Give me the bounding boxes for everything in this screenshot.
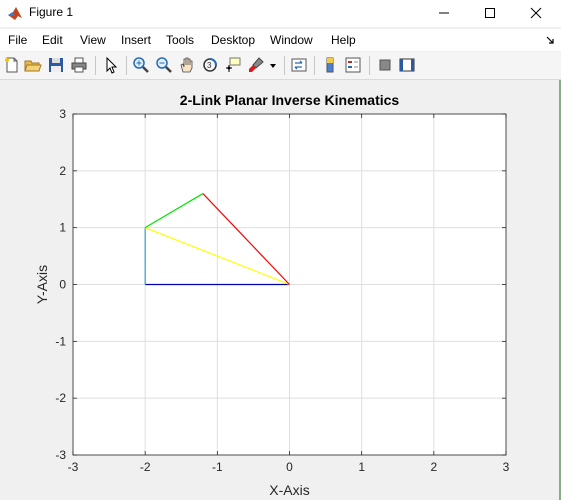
figure-toolbar: 3 bbox=[0, 52, 561, 80]
link-line-3 bbox=[144, 193, 204, 229]
toolbar-separator bbox=[95, 56, 96, 75]
menu-help[interactable]: Help bbox=[331, 33, 356, 47]
y-tick-label: -3 bbox=[55, 448, 66, 462]
window-edge bbox=[559, 80, 561, 500]
new-figure-icon[interactable] bbox=[3, 56, 21, 74]
menu-insert[interactable]: Insert bbox=[121, 33, 152, 47]
rotate-icon[interactable]: 3 bbox=[201, 56, 219, 74]
svg-text:3: 3 bbox=[207, 61, 212, 70]
pan-icon[interactable] bbox=[178, 56, 196, 74]
plot-canvas[interactable]: -3 -2 -1 0 1 2 3 -3 -2 -1 0 1 2 3 2-Link Planar Inver… bbox=[0, 80, 561, 500]
y-tick-label: 1 bbox=[59, 221, 66, 235]
y-tick-label: 2 bbox=[59, 164, 66, 178]
menu-desktop[interactable]: Desktop bbox=[211, 33, 256, 47]
legend-icon[interactable] bbox=[344, 56, 362, 74]
x-tick-label: 0 bbox=[286, 460, 293, 474]
y-tick-label: -1 bbox=[55, 334, 66, 348]
hide-plot-tools-icon[interactable] bbox=[376, 56, 394, 74]
minimize-button[interactable] bbox=[421, 0, 467, 27]
maximize-button[interactable] bbox=[467, 0, 513, 27]
x-tick-label: -3 bbox=[68, 460, 79, 474]
y-tick-label: 0 bbox=[59, 278, 66, 292]
menu-edit[interactable]: Edit bbox=[42, 33, 63, 47]
close-button[interactable] bbox=[513, 0, 559, 27]
link-line-4 bbox=[202, 193, 290, 285]
menu-view[interactable]: View bbox=[80, 33, 106, 47]
tick-labels: -3 -2 -1 0 1 2 3 -3 -2 -1 0 1 2 3 bbox=[55, 107, 509, 474]
link-line-2 bbox=[144, 227, 290, 286]
data-lines bbox=[144, 193, 290, 286]
window-title: Figure 1 bbox=[29, 5, 74, 19]
menu-file[interactable]: File bbox=[8, 33, 28, 47]
open-icon[interactable] bbox=[24, 56, 42, 74]
close-icon bbox=[530, 7, 542, 19]
brush-dropdown-icon[interactable] bbox=[268, 56, 278, 74]
print-icon[interactable] bbox=[70, 56, 88, 74]
data-cursor-icon[interactable] bbox=[224, 56, 242, 74]
y-tick-label: -2 bbox=[55, 391, 66, 405]
chart-title: 2-Link Planar Inverse Kinematics bbox=[180, 92, 400, 108]
toolbar-separator bbox=[126, 56, 127, 75]
link-plot-icon[interactable] bbox=[290, 56, 308, 74]
x-tick-label: 1 bbox=[358, 460, 365, 474]
toolbar-separator bbox=[369, 56, 370, 75]
menu-tools[interactable]: Tools bbox=[166, 33, 195, 47]
show-plot-tools-icon[interactable] bbox=[398, 56, 416, 74]
x-tick-label: 3 bbox=[503, 460, 510, 474]
menu-window[interactable]: Window bbox=[270, 33, 313, 47]
colorbar-icon[interactable] bbox=[321, 56, 339, 74]
pointer-icon[interactable] bbox=[102, 56, 120, 74]
x-axis-label: X-Axis bbox=[269, 482, 309, 498]
x-tick-label: 2 bbox=[430, 460, 437, 474]
y-tick-label: 3 bbox=[59, 107, 66, 121]
minimize-icon bbox=[439, 12, 449, 14]
matlab-logo-icon bbox=[8, 7, 22, 20]
maximize-icon bbox=[485, 8, 495, 18]
toolbar-separator bbox=[284, 56, 285, 75]
brush-icon[interactable] bbox=[247, 56, 265, 74]
toolbar-separator bbox=[314, 56, 315, 75]
x-tick-label: -1 bbox=[212, 460, 223, 474]
title-bar: Figure 1 bbox=[0, 0, 561, 27]
menu-bar: File Edit View Insert Tools Desktop Wind… bbox=[0, 29, 561, 51]
zoom-out-icon[interactable] bbox=[155, 56, 173, 74]
save-icon[interactable] bbox=[47, 56, 65, 74]
y-axis-label: Y-Axis bbox=[34, 265, 50, 304]
x-tick-label: -2 bbox=[140, 460, 151, 474]
dock-arrow-icon[interactable] bbox=[546, 35, 556, 45]
zoom-in-icon[interactable] bbox=[132, 56, 150, 74]
